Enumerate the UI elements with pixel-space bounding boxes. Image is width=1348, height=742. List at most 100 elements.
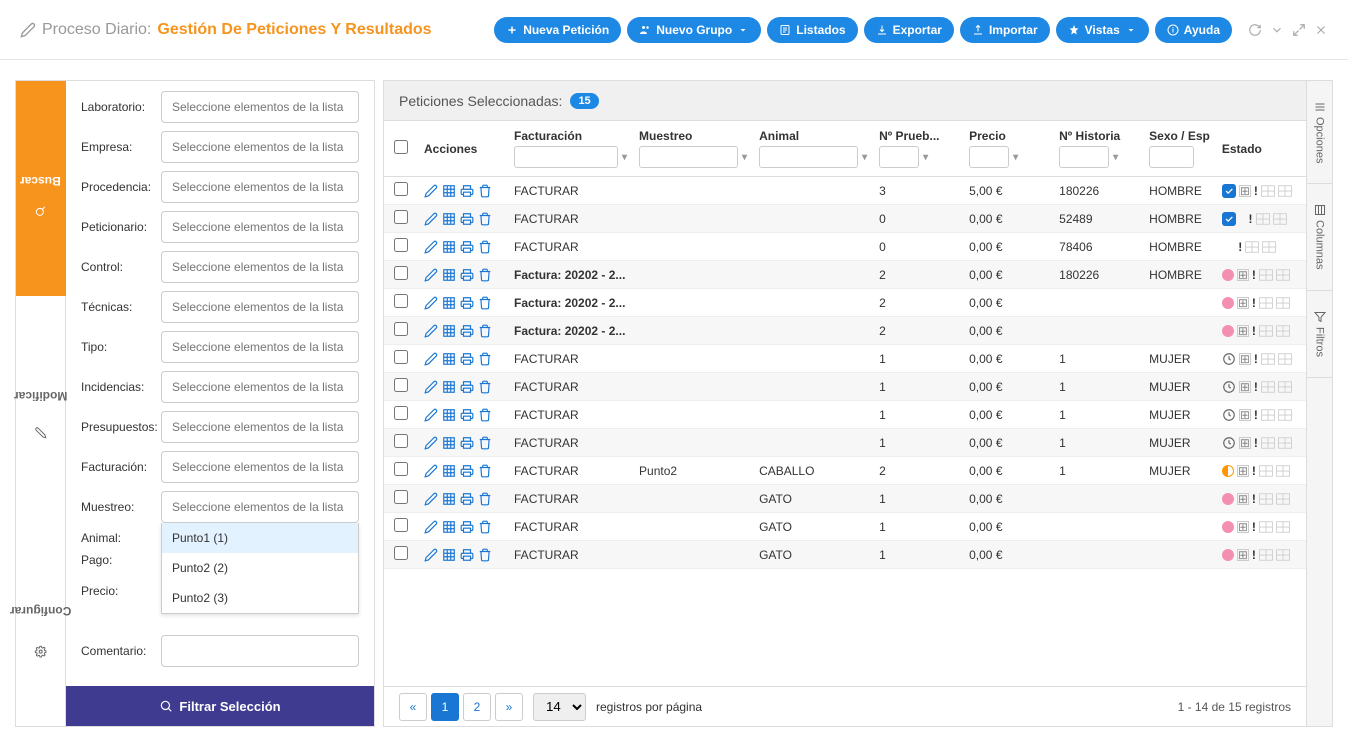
trash-icon[interactable] (478, 184, 492, 198)
print-icon[interactable] (460, 380, 474, 394)
print-icon[interactable] (460, 408, 474, 422)
dropdown-item[interactable]: Punto1 (1) (162, 523, 358, 553)
col-filter-sexo[interactable] (1149, 146, 1194, 168)
trash-icon[interactable] (478, 492, 492, 506)
trash-icon[interactable] (478, 436, 492, 450)
right-tab-columnas[interactable]: Columnas (1307, 184, 1332, 291)
grid-icon[interactable] (442, 184, 456, 198)
row-checkbox[interactable] (394, 182, 408, 196)
filter-input-procedencia[interactable] (161, 171, 359, 203)
trash-icon[interactable] (478, 296, 492, 310)
grid-icon[interactable] (442, 492, 456, 506)
grid-icon[interactable] (442, 408, 456, 422)
trash-icon[interactable] (478, 324, 492, 338)
edit-icon[interactable] (424, 268, 438, 282)
row-checkbox[interactable] (394, 406, 408, 420)
trash-icon[interactable] (478, 212, 492, 226)
funnel-icon[interactable]: ▾ (1113, 152, 1118, 163)
trash-icon[interactable] (478, 408, 492, 422)
print-icon[interactable] (460, 324, 474, 338)
grid-icon[interactable] (442, 520, 456, 534)
row-checkbox[interactable] (394, 518, 408, 532)
edit-icon[interactable] (424, 240, 438, 254)
edit-icon[interactable] (424, 408, 438, 422)
row-checkbox[interactable] (394, 294, 408, 308)
refresh-icon[interactable] (1248, 23, 1262, 37)
grid-icon[interactable] (442, 380, 456, 394)
listados-button[interactable]: Listados (767, 17, 857, 43)
print-icon[interactable] (460, 184, 474, 198)
col-filter-animal[interactable] (759, 146, 858, 168)
edit-icon[interactable] (424, 296, 438, 310)
trash-icon[interactable] (478, 240, 492, 254)
grid-icon[interactable] (442, 212, 456, 226)
trash-icon[interactable] (478, 464, 492, 478)
nuevo-grupo-button[interactable]: Nuevo Grupo (627, 17, 761, 43)
col-filter-nhistoria[interactable] (1059, 146, 1109, 168)
edit-icon[interactable] (424, 380, 438, 394)
filtrar-seleccion-button[interactable]: Filtrar Selección (66, 686, 374, 726)
print-icon[interactable] (460, 492, 474, 506)
chevron-down-icon[interactable] (1270, 23, 1284, 37)
funnel-icon[interactable]: ▾ (1013, 152, 1018, 163)
row-checkbox[interactable] (394, 462, 408, 476)
filter-input-muestreo[interactable] (161, 491, 359, 523)
importar-button[interactable]: Importar (960, 17, 1050, 43)
select-all-checkbox[interactable] (394, 140, 408, 154)
exportar-button[interactable]: Exportar (864, 17, 954, 43)
grid-icon[interactable] (442, 268, 456, 282)
grid-icon[interactable] (442, 324, 456, 338)
print-icon[interactable] (460, 296, 474, 310)
ayuda-button[interactable]: iAyuda (1155, 17, 1232, 43)
row-checkbox[interactable] (394, 490, 408, 504)
close-icon[interactable] (1314, 23, 1328, 37)
right-tab-opciones[interactable]: Opciones (1307, 81, 1332, 184)
print-icon[interactable] (460, 436, 474, 450)
funnel-icon[interactable]: ▾ (742, 152, 747, 163)
trash-icon[interactable] (478, 520, 492, 534)
filter-input-peticionario[interactable] (161, 211, 359, 243)
row-checkbox[interactable] (394, 434, 408, 448)
print-icon[interactable] (460, 548, 474, 562)
grid-icon[interactable] (442, 548, 456, 562)
col-filter-muestreo[interactable] (639, 146, 738, 168)
edit-icon[interactable] (424, 436, 438, 450)
edit-icon[interactable] (424, 520, 438, 534)
right-tab-filtros[interactable]: Filtros (1307, 291, 1332, 378)
edit-icon[interactable] (424, 352, 438, 366)
funnel-icon[interactable]: ▾ (923, 152, 928, 163)
pager-first[interactable]: « (399, 693, 427, 721)
col-filter-facturacion[interactable] (514, 146, 618, 168)
nueva-peticion-button[interactable]: Nueva Petición (494, 17, 621, 43)
print-icon[interactable] (460, 352, 474, 366)
edit-icon[interactable] (424, 324, 438, 338)
row-checkbox[interactable] (394, 546, 408, 560)
dropdown-item[interactable]: Punto2 (2) (162, 553, 358, 583)
filter-input-comentario[interactable] (161, 635, 359, 667)
filter-input-tecnicas[interactable] (161, 291, 359, 323)
filter-input-tipo[interactable] (161, 331, 359, 363)
row-checkbox[interactable] (394, 266, 408, 280)
filter-input-presupuestos[interactable] (161, 411, 359, 443)
grid-icon[interactable] (442, 352, 456, 366)
col-filter-precio[interactable] (969, 146, 1009, 168)
edit-icon[interactable] (424, 184, 438, 198)
print-icon[interactable] (460, 520, 474, 534)
print-icon[interactable] (460, 240, 474, 254)
row-checkbox[interactable] (394, 210, 408, 224)
print-icon[interactable] (460, 464, 474, 478)
trash-icon[interactable] (478, 380, 492, 394)
row-checkbox[interactable] (394, 322, 408, 336)
filter-input-facturacion[interactable] (161, 451, 359, 483)
pager-page-1[interactable]: 1 (431, 693, 459, 721)
expand-icon[interactable] (1292, 23, 1306, 37)
tab-modificar[interactable]: Modificar (16, 296, 66, 511)
funnel-icon[interactable]: ▾ (862, 152, 867, 163)
grid-icon[interactable] (442, 436, 456, 450)
page-size-select[interactable]: 14 (533, 693, 586, 721)
pager-page-2[interactable]: 2 (463, 693, 491, 721)
tab-configurar[interactable]: Configurar (16, 511, 66, 726)
grid-icon[interactable] (442, 240, 456, 254)
filter-input-control[interactable] (161, 251, 359, 283)
funnel-icon[interactable]: ▾ (622, 152, 627, 163)
